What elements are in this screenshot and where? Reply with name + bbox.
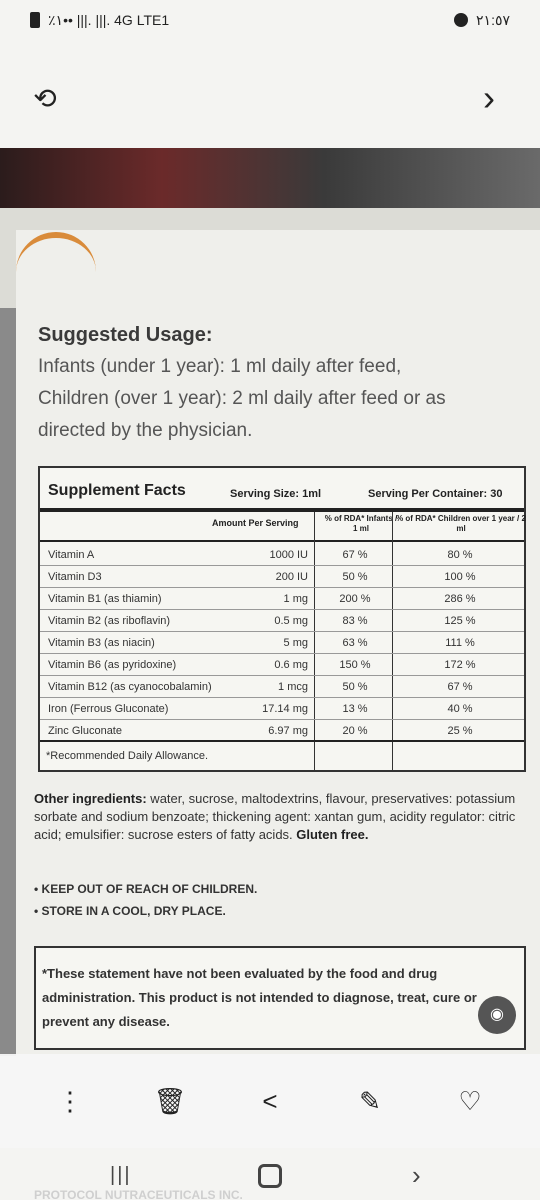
company-name: PROTOCOL NUTRACEUTICALS INC. <box>34 1188 243 1200</box>
nutrient-name: Iron (Ferrous Gluconate) <box>48 703 169 715</box>
table-row: Vitamin B12 (as cyanocobalamin) 1 mcg 50… <box>40 676 524 698</box>
nutrient-name: Vitamin B6 (as pyridoxine) <box>48 659 177 671</box>
child-rda: 111 % <box>445 637 475 649</box>
table-row: Vitamin B2 (as riboflavin) 0.5 mg 83 % 1… <box>40 610 524 632</box>
table-row: Iron (Ferrous Gluconate) 17.14 mg 13 % 4… <box>40 698 524 720</box>
chevron-right-icon[interactable]: › <box>483 77 495 118</box>
table-row: Vitamin B6 (as pyridoxine) 0.6 mg 150 % … <box>40 654 524 676</box>
heart-icon[interactable]: ♡ <box>458 1086 482 1116</box>
table-row: Vitamin B1 (as thiamin) 1 mg 200 % 286 % <box>40 588 524 610</box>
nutrient-amount: 1000 IU <box>269 549 308 561</box>
child-rda: 67 % <box>447 681 473 693</box>
infant-rda: 50 % <box>342 681 368 693</box>
nutrient-name: Zinc Gluconate <box>48 725 122 737</box>
child-rda: 40 % <box>447 703 473 715</box>
infant-rda: 67 % <box>342 549 368 561</box>
viewer-top-bar: ⟲ › <box>0 40 540 150</box>
infant-rda: 200 % <box>339 593 371 605</box>
child-header: % of RDA* Children over 1 year / 2 ml <box>396 514 526 533</box>
system-nav-bar: ||| › <box>0 1150 540 1200</box>
other-ingredients: Other ingredients: water, sucrose, malto… <box>34 790 534 844</box>
usage-title: Suggested Usage: <box>38 324 213 346</box>
child-rda: 25 % <box>447 725 473 737</box>
nutrient-name: Vitamin B1 (as thiamin) <box>48 593 162 605</box>
nutrient-amount: 0.5 mg <box>274 615 308 627</box>
more-vertical-icon[interactable]: ⋮ <box>57 1086 83 1116</box>
child-rda: 286 % <box>444 593 476 605</box>
infant-rda: 13 % <box>342 703 368 715</box>
box-logo-curve <box>16 232 96 272</box>
status-time: ٢١:٥٧ <box>476 11 510 28</box>
facts-header-divider <box>40 540 524 542</box>
battery-icon <box>30 12 40 28</box>
facts-footnote: *Recommended Daily Allowance. <box>46 750 209 762</box>
nutrient-amount: 6.97 mg <box>268 725 308 737</box>
nutrient-amount: 0.6 mg <box>274 659 308 671</box>
gluten-free-text: Gluten free. <box>292 827 369 842</box>
infant-rda: 83 % <box>342 615 368 627</box>
nutrient-name: Vitamin B2 (as riboflavin) <box>48 615 171 627</box>
usage-line-1: Infants (under 1 year): 1 ml daily after… <box>38 356 402 377</box>
nutrient-amount: 17.14 mg <box>262 703 308 715</box>
status-right: ٢١:٥٧ <box>454 12 510 29</box>
child-rda: 125 % <box>444 615 476 627</box>
column-divider <box>314 512 315 772</box>
serving-per-container: Serving Per Container: 30 <box>368 488 503 500</box>
rotate-icon[interactable]: ⟲ <box>33 83 57 114</box>
bottom-toolbar: ⋮ 🗑 < ✎ ♡ <box>0 1054 540 1148</box>
infant-rda: 20 % <box>342 725 368 737</box>
photo-lower-text: PROTOCOL NUTRACEUTICALS INC. <box>0 1090 540 1200</box>
usage-line-3: directed by the physician. <box>38 420 253 441</box>
warning-children: • KEEP OUT OF REACH OF CHILDREN. <box>34 882 258 896</box>
nutrient-name: Vitamin D3 <box>48 571 102 583</box>
warning-storage: • STORE IN A COOL, DRY PLACE. <box>34 904 226 918</box>
pencil-icon[interactable]: ✎ <box>359 1086 381 1116</box>
nutrient-amount: 5 mg <box>283 637 308 649</box>
nutrient-name: Vitamin B12 (as cyanocobalamin) <box>48 681 212 693</box>
table-row: Vitamin D3 200 IU 50 % 100 % <box>40 566 524 588</box>
infant-header: % of RDA* Infants / 1 ml <box>324 514 398 533</box>
back-icon[interactable]: › <box>412 1160 421 1190</box>
trash-icon[interactable]: 🗑 <box>153 1086 187 1116</box>
child-rda: 80 % <box>447 549 473 561</box>
table-row: Zinc Gluconate 6.97 mg 20 % 25 % <box>40 720 524 742</box>
infant-rda: 50 % <box>342 571 368 583</box>
home-icon[interactable] <box>258 1164 282 1188</box>
infant-rda: 63 % <box>342 637 368 649</box>
usage-line-2: Children (over 1 year): 2 ml daily after… <box>38 388 446 409</box>
facts-divider <box>40 508 524 512</box>
nutrient-amount: 200 IU <box>275 571 308 583</box>
child-rda: 100 % <box>444 571 476 583</box>
recent-apps-icon[interactable]: ||| <box>110 1164 132 1186</box>
share-icon[interactable]: < <box>262 1086 278 1116</box>
column-divider <box>392 512 393 772</box>
nutrient-amount: 1 mcg <box>278 681 308 693</box>
status-signal-text: ٪١•• |||. |||. 4G LTE1 <box>48 11 170 28</box>
table-row: Vitamin A 1000 IU 67 % 80 % <box>40 544 524 566</box>
facts-title: Supplement Facts <box>48 482 186 499</box>
nutrient-name: Vitamin A <box>48 549 95 561</box>
other-text: water, sucrose, maltodextrins, flavour, … <box>34 791 516 842</box>
fda-disclaimer: *These statement have not been evaluated… <box>34 946 526 1050</box>
lens-icon[interactable]: ◉ <box>478 996 516 1034</box>
serving-size: Serving Size: 1ml <box>230 488 322 500</box>
child-rda: 172 % <box>444 659 476 671</box>
amount-header: Amount Per Serving <box>212 518 299 528</box>
infant-rda: 150 % <box>339 659 371 671</box>
table-row: Vitamin B3 (as niacin) 5 mg 63 % 111 % <box>40 632 524 654</box>
status-left: ٪١•• |||. |||. 4G LTE1 <box>30 12 169 29</box>
nutrient-amount: 1 mg <box>283 593 308 605</box>
status-bar: ٪١•• |||. |||. 4G LTE1 ٢١:٥٧ <box>0 0 540 40</box>
supplement-facts-table: Supplement Facts Serving Size: 1ml Servi… <box>38 466 526 772</box>
nutrient-name: Vitamin B3 (as niacin) <box>48 637 155 649</box>
other-label: Other ingredients: <box>34 791 147 806</box>
alarm-icon <box>454 13 469 27</box>
